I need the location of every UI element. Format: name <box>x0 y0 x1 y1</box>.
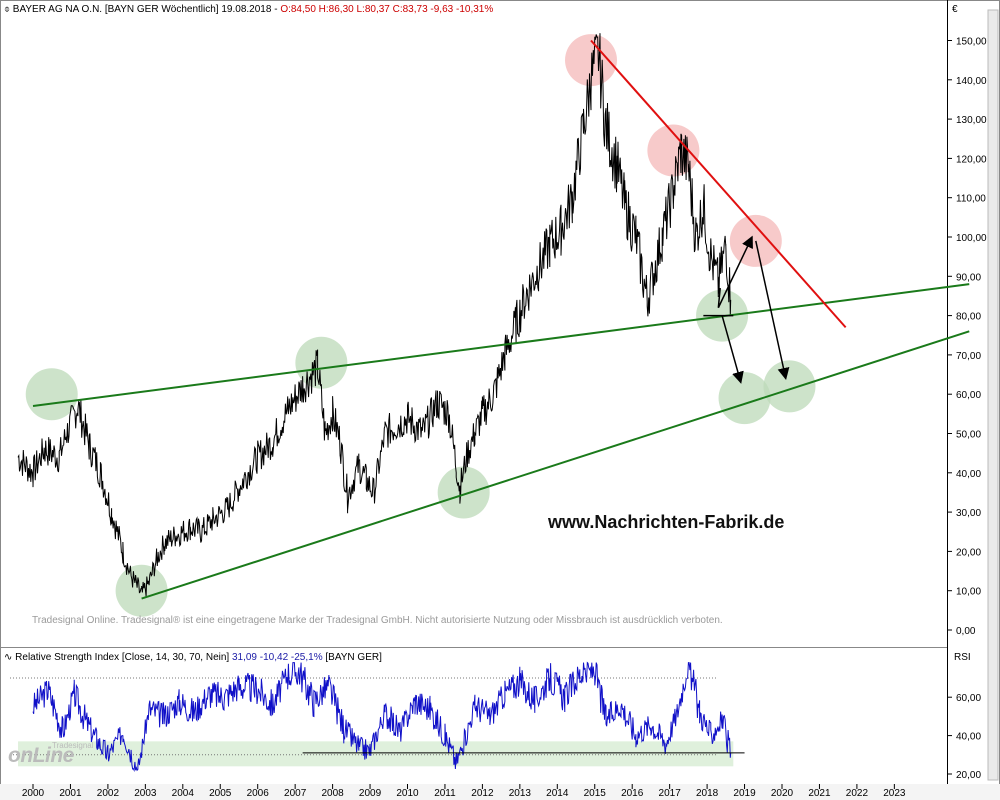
year-tick-label: 2019 <box>733 788 756 799</box>
projection-arrow <box>717 235 753 309</box>
year-tick-label: 2018 <box>696 788 719 799</box>
year-tick-label: 2011 <box>434 788 456 799</box>
upper-support-line <box>32 283 970 407</box>
support-circle <box>763 360 816 413</box>
projection-arrow <box>717 288 721 308</box>
header-ohlc: O:84,50 H:86,30 L:80,37 C:83,73 -9,63 -1… <box>280 4 494 15</box>
time-axis: 2000 2001 2002 2003 2004 2005 2006 2007 2008 2009… <box>22 784 906 799</box>
year-tick-label: 2006 <box>247 788 270 799</box>
price-line <box>17 33 732 597</box>
year-tick-label: 2009 <box>359 788 382 799</box>
price-tick-label: 80,00 <box>956 312 981 323</box>
year-tick-label: 2003 <box>134 788 157 799</box>
header-title: BAYER AG NA O.N. [BAYN GER Wöchentlich] … <box>12 4 281 15</box>
price-tick-label: 140,00 <box>956 76 987 87</box>
logo-small-text: Tradesignal <box>52 741 94 750</box>
price-tick-label: 110,00 <box>956 194 986 205</box>
price-axis: 0,00 10,00 20,00 30,00 40,00 50,00 60,00 70,00 8… <box>947 37 987 637</box>
price-tick-label: 40,00 <box>956 469 981 480</box>
price-tick-label: 10,00 <box>956 587 981 598</box>
price-tick-label: 0,00 <box>956 626 976 637</box>
year-tick-label: 2015 <box>584 788 607 799</box>
year-tick-label: 2013 <box>509 788 532 799</box>
price-tick-label: 20,00 <box>956 547 981 558</box>
rsi-oversold-band <box>18 741 734 767</box>
rsi-band-rect <box>18 741 734 767</box>
time-axis-bg <box>0 784 1000 800</box>
support-circle <box>25 368 78 421</box>
resistance-circle <box>565 34 618 87</box>
year-tick-label: 2022 <box>846 788 869 799</box>
year-tick-label: 2014 <box>546 788 569 799</box>
rsi-levels <box>10 677 718 756</box>
rsi-axis-label: RSI <box>954 652 971 663</box>
rsi-header: ∿ Relative Strength Index [Close, 14, 30… <box>4 652 382 663</box>
support-circle <box>295 336 348 389</box>
rsi-title: Relative Strength Index [Close, 14, 30, … <box>15 652 230 663</box>
year-tick-label: 2000 <box>22 788 45 799</box>
rsi-tick-label: 40,00 <box>956 732 981 743</box>
year-tick-label: 2010 <box>396 788 419 799</box>
rsi-axis: 20,00 40,00 60,00 <box>947 693 981 781</box>
disclaimer: Tradesignal Online. Tradesignal® ist ein… <box>32 615 723 626</box>
chart-icon: ⌽ <box>4 4 13 15</box>
support-circle <box>437 466 490 519</box>
indicator-icon: ∿ <box>4 652 16 663</box>
year-tick-label: 2020 <box>771 788 794 799</box>
price-tick-label: 70,00 <box>956 351 981 362</box>
price-series <box>17 33 732 597</box>
trend-lines <box>32 39 970 600</box>
year-tick-label: 2017 <box>659 788 682 799</box>
projection-arrow <box>721 315 744 384</box>
year-tick-label: 2021 <box>808 788 831 799</box>
currency-label: € <box>952 4 958 15</box>
rsi-series <box>32 661 745 773</box>
lower-support-line <box>141 330 970 600</box>
projection-arrow <box>755 240 790 380</box>
price-tick-label: 100,00 <box>956 233 987 244</box>
year-tick-label: 2016 <box>621 788 644 799</box>
price-tick-label: 50,00 <box>956 430 981 441</box>
year-tick-label: 2023 <box>883 788 906 799</box>
year-tick-label: 2001 <box>59 788 82 799</box>
vertical-scrollbar[interactable] <box>987 9 999 781</box>
price-tick-label: 150,00 <box>956 37 987 48</box>
watermark-url: www.Nachrichten-Fabrik.de <box>548 512 785 532</box>
price-tick-label: 30,00 <box>956 508 981 519</box>
price-tick-label: 120,00 <box>956 154 987 165</box>
rsi-tick-label: 60,00 <box>956 693 981 704</box>
year-tick-label: 2002 <box>97 788 120 799</box>
price-header: ⌽ BAYER AG NA O.N. [BAYN GER Wöchentlich… <box>4 4 493 15</box>
rsi-values: 31,09 -10,42 -25,1% <box>231 652 323 663</box>
year-tick-label: 2005 <box>209 788 232 799</box>
support-circle <box>115 564 168 617</box>
year-tick-label: 2008 <box>321 788 344 799</box>
rsi-line <box>32 661 732 773</box>
year-tick-label: 2012 <box>471 788 494 799</box>
rsi-instrument: [BAYN GER] <box>325 652 382 663</box>
price-tick-label: 60,00 <box>956 390 981 401</box>
price-tick-label: 90,00 <box>956 272 981 283</box>
rsi-tick-label: 20,00 <box>956 770 981 781</box>
year-tick-label: 2004 <box>172 788 195 799</box>
price-tick-label: 130,00 <box>956 115 987 126</box>
support-circle <box>718 372 771 425</box>
resistance-line <box>590 39 847 329</box>
year-tick-label: 2007 <box>284 788 307 799</box>
tradesignal-logo: onLine <box>8 744 74 767</box>
projection-arrows <box>703 235 790 384</box>
